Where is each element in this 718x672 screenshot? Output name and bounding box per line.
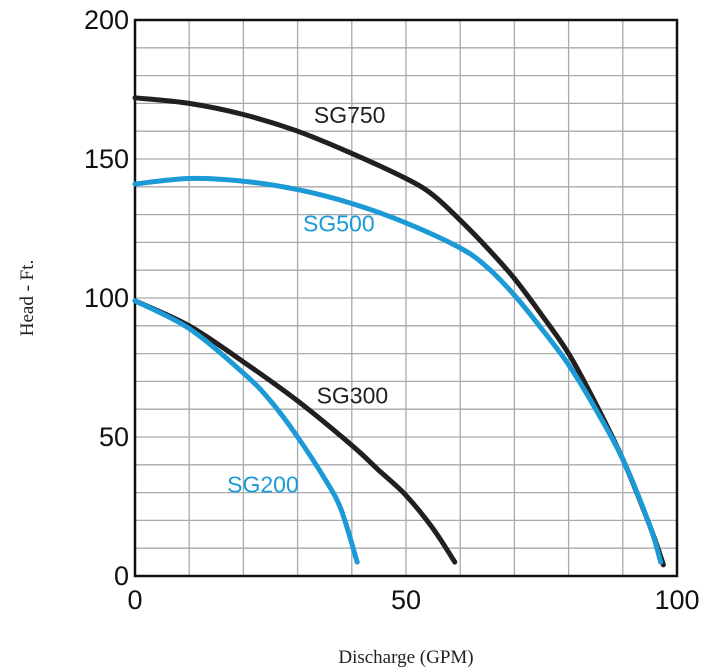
series-label-sg750: SG750 <box>314 102 386 128</box>
grid <box>135 20 677 576</box>
series-label-sg200: SG200 <box>227 472 299 498</box>
y-axis-ticks: 0 50 100 150 200 <box>84 5 129 591</box>
series-line-sg750 <box>132 95 666 568</box>
y-tick-label: 200 <box>84 5 129 35</box>
series-layer <box>132 95 666 568</box>
y-tick-label: 50 <box>99 422 129 452</box>
x-tick-label: 100 <box>654 585 699 615</box>
x-axis-ticks: 0 50 100 <box>127 585 699 615</box>
series-line-sg300 <box>132 298 458 565</box>
x-tick-label: 0 <box>127 585 142 615</box>
x-axis-title: Discharge (GPM) <box>338 647 473 668</box>
y-tick-label: 150 <box>84 144 129 174</box>
plot-frame <box>133 18 679 578</box>
series-labels: SG750 SG500 SG300 SG200 <box>227 102 388 498</box>
y-tick-label: 0 <box>114 561 129 591</box>
y-tick-label: 100 <box>84 283 129 313</box>
series-line-sg200 <box>132 298 360 565</box>
series-label-sg300: SG300 <box>317 383 389 409</box>
x-tick-label: 50 <box>391 585 421 615</box>
series-label-sg500: SG500 <box>303 210 375 236</box>
y-axis-title: Head - Ft. <box>17 260 38 337</box>
series-line-sg500 <box>132 175 664 565</box>
